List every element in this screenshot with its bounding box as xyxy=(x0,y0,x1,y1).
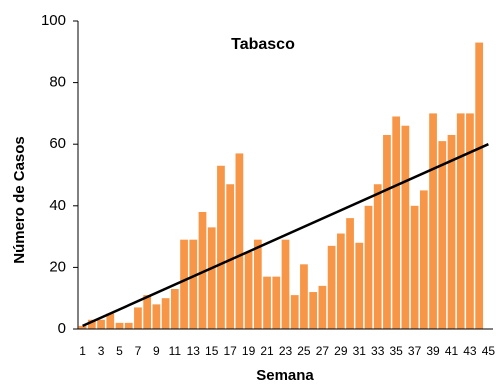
bar xyxy=(373,184,382,329)
bar xyxy=(263,276,271,329)
y-tick-label: 40 xyxy=(49,197,66,214)
x-tick-label: 27 xyxy=(316,344,330,358)
bar xyxy=(401,125,410,329)
bar xyxy=(134,307,142,329)
y-tick-label: 100 xyxy=(41,12,66,29)
y-tick-label: 20 xyxy=(49,258,66,275)
bar xyxy=(235,153,244,329)
bar xyxy=(300,264,308,329)
bar xyxy=(355,242,364,329)
bar xyxy=(475,42,484,330)
x-tick-label: 41 xyxy=(445,344,459,358)
x-tick-label: 11 xyxy=(169,344,182,358)
x-tick-label: 37 xyxy=(408,344,422,358)
x-tick-label: 35 xyxy=(389,344,403,358)
x-tick-label: 33 xyxy=(371,344,385,358)
bar xyxy=(281,239,290,329)
bar xyxy=(244,252,253,329)
bar xyxy=(87,319,96,329)
trend-line xyxy=(82,143,489,328)
x-tick-label: 7 xyxy=(135,344,142,358)
bar xyxy=(466,113,474,330)
bar xyxy=(410,205,419,329)
bar xyxy=(152,304,161,329)
bar xyxy=(364,205,373,329)
bar xyxy=(456,113,465,330)
bar xyxy=(383,134,391,329)
bar xyxy=(124,322,133,329)
bar xyxy=(143,295,152,329)
bar xyxy=(115,322,124,329)
x-tick-label: 19 xyxy=(242,344,256,358)
x-tick-label: 3 xyxy=(98,344,105,358)
y-axis-label: Número de Casos xyxy=(11,136,28,264)
bar xyxy=(272,276,281,329)
chart-title: Tabasco xyxy=(231,36,295,53)
bar xyxy=(97,319,105,329)
x-tick-label: 13 xyxy=(187,344,201,358)
bar xyxy=(198,211,207,329)
bar xyxy=(106,313,115,329)
x-tick-label: 1 xyxy=(79,344,86,358)
x-tick-label: 5 xyxy=(116,344,123,358)
bar xyxy=(318,285,327,329)
bar xyxy=(189,239,198,329)
bar xyxy=(419,190,428,329)
x-tick-label: 29 xyxy=(334,344,348,358)
bar xyxy=(170,288,179,329)
x-tick-label: 43 xyxy=(463,344,477,358)
bar xyxy=(438,141,447,329)
x-tick-label: 23 xyxy=(279,344,293,358)
bar xyxy=(78,325,87,329)
bar xyxy=(207,227,216,329)
bar xyxy=(346,218,354,329)
x-tick-label: 9 xyxy=(153,344,160,358)
bar xyxy=(290,295,299,329)
bar xyxy=(253,239,262,329)
bar xyxy=(447,134,456,329)
bar xyxy=(161,298,170,329)
y-tick-label: 60 xyxy=(49,135,66,152)
bar xyxy=(327,245,336,329)
bar xyxy=(336,233,345,329)
bar xyxy=(226,184,235,329)
x-axis-label: Semana xyxy=(256,367,314,384)
x-tick-label: 39 xyxy=(426,344,440,358)
bar xyxy=(309,292,318,329)
x-tick-label: 15 xyxy=(205,344,219,358)
x-tick-label: 21 xyxy=(260,344,274,358)
y-tick-label: 0 xyxy=(58,320,66,337)
y-tick-label: 80 xyxy=(49,74,66,91)
x-tick-label: 31 xyxy=(353,344,367,358)
x-tick-label: 45 xyxy=(482,344,496,358)
bar xyxy=(392,116,401,329)
x-tick-label: 17 xyxy=(223,344,237,358)
bar xyxy=(429,113,437,330)
bar xyxy=(217,165,225,329)
bar xyxy=(180,239,188,329)
x-tick-label: 25 xyxy=(297,344,311,358)
